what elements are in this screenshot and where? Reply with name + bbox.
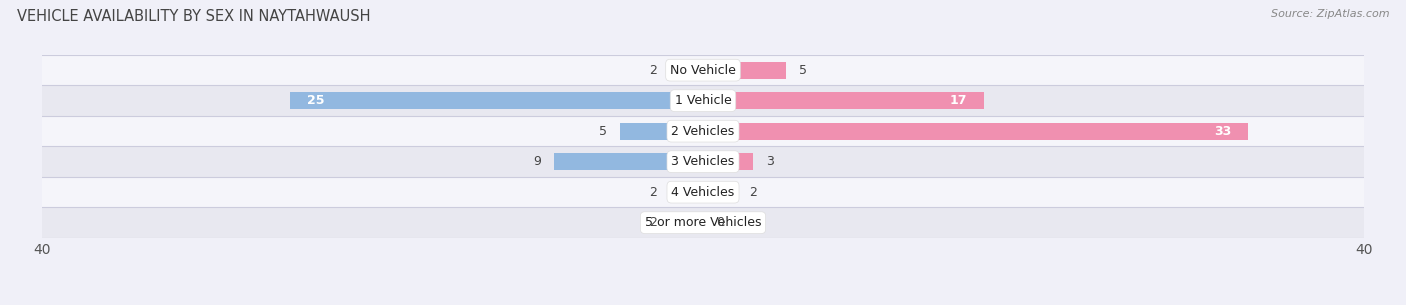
Bar [703,184,737,201]
Bar [42,207,1364,238]
Bar [290,92,703,109]
Text: 2: 2 [648,216,657,229]
Text: VEHICLE AVAILABILITY BY SEX IN NAYTAHWAUSH: VEHICLE AVAILABILITY BY SEX IN NAYTAHWAU… [17,9,370,24]
Bar [42,85,1364,116]
Text: 2: 2 [648,186,657,199]
Bar [703,153,752,170]
Bar [669,184,703,201]
Text: 2 Vehicles: 2 Vehicles [672,125,734,138]
Text: 1 Vehicle: 1 Vehicle [675,94,731,107]
Bar [554,153,703,170]
Text: 3: 3 [766,155,773,168]
Bar [669,62,703,79]
Text: No Vehicle: No Vehicle [671,64,735,77]
Bar [42,146,1364,177]
Text: 5 or more Vehicles: 5 or more Vehicles [645,216,761,229]
Bar [42,55,1364,85]
Bar [703,123,1249,140]
Text: 2: 2 [749,186,758,199]
Text: 0: 0 [716,216,724,229]
Text: 5: 5 [599,125,607,138]
Text: Source: ZipAtlas.com: Source: ZipAtlas.com [1271,9,1389,19]
Text: 9: 9 [533,155,541,168]
Text: 33: 33 [1215,125,1232,138]
Bar [703,92,984,109]
Bar [703,62,786,79]
Text: 5: 5 [799,64,807,77]
Text: 17: 17 [950,94,967,107]
Bar [42,177,1364,207]
Text: 25: 25 [307,94,323,107]
Text: 4 Vehicles: 4 Vehicles [672,186,734,199]
Text: 3 Vehicles: 3 Vehicles [672,155,734,168]
Bar [620,123,703,140]
Text: 2: 2 [648,64,657,77]
Bar [669,214,703,231]
Bar [42,116,1364,146]
